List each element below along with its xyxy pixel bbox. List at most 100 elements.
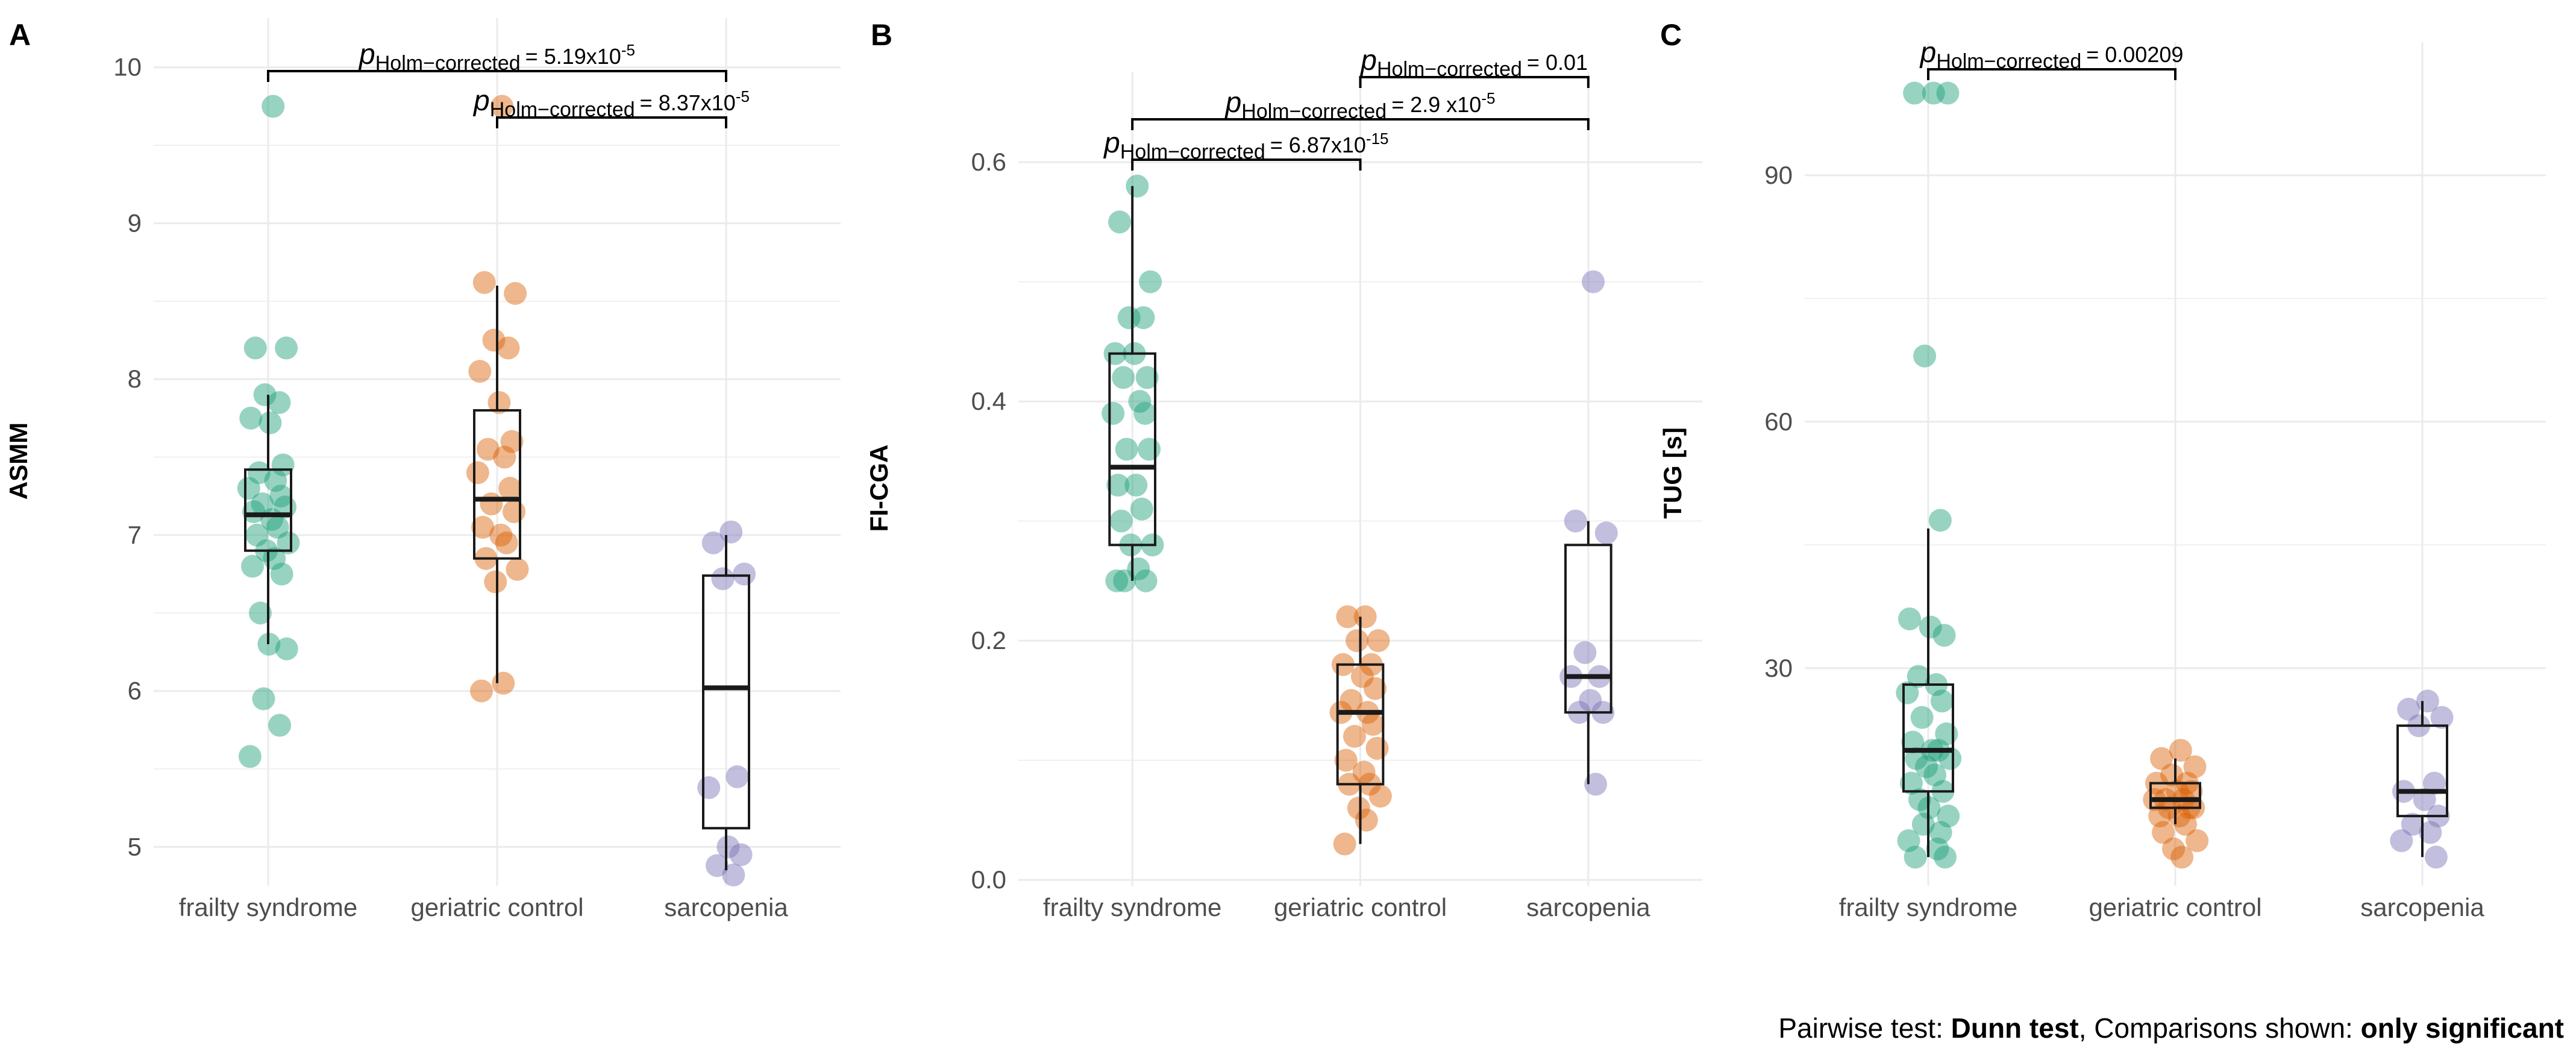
y-tick-label: 60 <box>1764 407 1793 436</box>
data-point <box>2397 697 2421 721</box>
data-point <box>277 531 300 554</box>
data-point <box>2167 805 2191 828</box>
data-point <box>1923 763 1947 786</box>
data-point <box>1919 615 1942 639</box>
data-point <box>1109 509 1133 533</box>
label-value: = 5.19x10 <box>525 44 621 69</box>
data-point <box>1126 174 1149 198</box>
footer-shown: only significant <box>2361 1012 2564 1044</box>
label-value: = 2.9 x10 <box>1391 92 1481 117</box>
data-point <box>1367 629 1390 653</box>
data-point <box>1132 306 1155 330</box>
panel-letter: C <box>1660 18 1682 52</box>
x-tick-label: geriatric control <box>410 893 583 921</box>
significance-label: pHolm−corrected = 2.9 x10-5 <box>1224 87 1496 123</box>
significance-bracket <box>267 70 727 82</box>
data-point <box>1112 366 1135 389</box>
data-point <box>2166 780 2189 803</box>
data-point <box>1936 81 1960 105</box>
label-subscript: Holm−corrected <box>1936 50 2081 73</box>
data-point <box>504 281 527 305</box>
data-point <box>480 492 503 516</box>
data-point <box>253 383 277 407</box>
x-tick-label: geriatric control <box>1274 893 1447 921</box>
data-point <box>2186 829 2209 853</box>
y-tick-label: 0.6 <box>971 148 1006 176</box>
data-point <box>1135 366 1159 389</box>
data-point <box>1899 771 1923 795</box>
data-point <box>466 461 489 485</box>
data-point <box>268 714 292 737</box>
data-point <box>2150 747 2173 770</box>
data-point <box>1929 821 1952 844</box>
label-exponent: -5 <box>736 87 750 105</box>
y-tick-label: 90 <box>1764 161 1793 189</box>
data-point <box>241 554 265 578</box>
data-point <box>1905 747 1928 770</box>
data-point <box>476 438 500 461</box>
significance-label: pHolm−corrected = 5.19x10-5 <box>358 39 635 75</box>
panel-letter: A <box>9 18 31 52</box>
data-point <box>482 328 506 352</box>
significance-label: pHolm−corrected = 8.37x10-5 <box>472 85 750 121</box>
x-tick-label: frailty syndrome <box>1839 893 2017 921</box>
data-point <box>269 485 293 508</box>
data-point <box>247 461 271 485</box>
data-point <box>1352 761 1376 784</box>
label-value: = 0.01 <box>1527 50 1588 75</box>
label-p: p <box>358 39 375 71</box>
data-point <box>275 637 298 660</box>
box <box>473 409 521 560</box>
label-value: = 0.00209 <box>2086 42 2183 67</box>
x-tick-label: sarcopenia <box>2360 893 2484 921</box>
data-point <box>1934 845 1957 869</box>
data-point <box>1105 569 1129 592</box>
label-value: = 8.37x10 <box>640 90 736 115</box>
data-point <box>729 843 753 867</box>
box <box>244 468 292 552</box>
y-axis-label: ASMM <box>4 422 33 500</box>
data-point <box>2148 805 2172 828</box>
data-point <box>484 570 507 594</box>
box <box>1564 544 1612 714</box>
data-point <box>1573 641 1597 664</box>
data-point <box>264 469 287 492</box>
data-point <box>2413 788 2436 811</box>
data-point <box>1355 808 1378 832</box>
data-point <box>1913 344 1937 368</box>
data-point <box>733 562 756 586</box>
y-tick-label: 10 <box>113 53 142 81</box>
label-subscript: Holm−corrected <box>375 52 521 75</box>
data-point <box>2401 812 2424 836</box>
footer-test: Dunn test <box>1951 1012 2079 1044</box>
data-point <box>1343 724 1366 748</box>
data-point <box>1106 474 1130 497</box>
y-axis-label: TUG [s] <box>1658 427 1687 519</box>
y-axis-label: FI-CGA <box>865 445 893 532</box>
data-point <box>1910 706 1934 729</box>
data-point <box>2162 837 2186 861</box>
data-point <box>1937 805 1960 828</box>
data-point <box>722 863 745 886</box>
data-point <box>495 531 518 554</box>
data-point <box>492 671 515 695</box>
label-subscript: Holm−corrected <box>490 98 635 121</box>
label-exponent: -5 <box>1481 89 1495 107</box>
significance-bracket <box>1131 158 1362 171</box>
data-point <box>2183 755 2207 779</box>
box <box>1902 683 1954 793</box>
data-point <box>1113 569 1136 592</box>
data-point <box>705 854 729 877</box>
data-point <box>725 765 749 788</box>
data-point <box>1334 748 1358 772</box>
significance-label: pHolm−corrected = 0.00209 <box>1919 37 2184 73</box>
data-point <box>1368 785 1392 808</box>
data-point <box>2430 706 2454 729</box>
data-point <box>1915 755 1938 779</box>
data-point <box>2419 821 2442 844</box>
y-tick-label: 5 <box>128 832 142 861</box>
data-point <box>490 95 514 118</box>
